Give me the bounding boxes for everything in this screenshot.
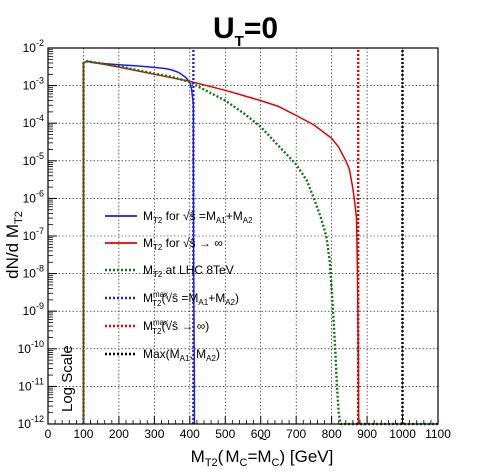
x-tick-label: 800 bbox=[322, 427, 342, 441]
legend-label-3: MT2 at LHC 8TeV bbox=[143, 263, 234, 279]
legend: MT2 for √ŝ =MA1+MA2 MT2 for √ŝ → ∞ MT2 a… bbox=[105, 209, 253, 363]
data-series bbox=[82, 48, 438, 426]
x-tick-label: 700 bbox=[286, 427, 306, 441]
x-tick-label: 1000 bbox=[389, 427, 416, 441]
legend-label-4: Mmax T2(√ŝ =MA1+MA2) bbox=[143, 290, 239, 308]
y-tick-label: 10-6 bbox=[23, 188, 44, 205]
y-tick-label: 10-9 bbox=[23, 301, 44, 318]
y-tick-label: 10-5 bbox=[23, 151, 44, 168]
y-tick-label: 10-11 bbox=[18, 376, 44, 393]
grid-lines bbox=[48, 48, 438, 424]
x-tick-labels: 0 100 200 300 400 500 600 700 800 900 1000 1100 bbox=[45, 427, 452, 441]
legend-label-5: Mmax T2(√ŝ → ∞) bbox=[143, 318, 209, 336]
y-tick-labels: 10-2 10-3 10-4 10-5 10-6 10-7 10-8 10-9 10-10 10-… bbox=[18, 38, 44, 431]
legend-label-6: Max(MA1, MA2) bbox=[143, 347, 220, 363]
x-tick-label: 900 bbox=[357, 427, 377, 441]
y-tick-label: 10-4 bbox=[23, 113, 44, 130]
y-tick-label: 10-12 bbox=[18, 414, 44, 431]
x-tick-label: 400 bbox=[180, 427, 200, 441]
legend-label-1: MT2 for √ŝ =MA1+MA2 bbox=[143, 209, 253, 225]
y-tick-label: 10-10 bbox=[18, 339, 44, 356]
chart-title: UT=0 bbox=[213, 12, 278, 50]
tilde-mark: ~ bbox=[259, 431, 267, 447]
y-tick-label: 10-8 bbox=[23, 264, 44, 281]
y-axis-label: dN/d MT2 bbox=[3, 211, 25, 279]
plot-frame bbox=[47, 47, 439, 425]
x-tick-label: 500 bbox=[215, 427, 235, 441]
x-tick-label: 100 bbox=[73, 427, 93, 441]
x-tick-label: 600 bbox=[251, 427, 271, 441]
y-tick-label: 10-3 bbox=[23, 76, 44, 93]
y-tick-label: 10-7 bbox=[23, 226, 44, 243]
x-tick-label: 200 bbox=[109, 427, 129, 441]
log-scale-annotation: Log Scale bbox=[59, 345, 76, 412]
legend-label-2: MT2 for √ŝ → ∞ bbox=[143, 236, 223, 252]
x-tick-label: 300 bbox=[144, 427, 164, 441]
x-tick-label: 1100 bbox=[425, 427, 451, 441]
axis-ticks bbox=[47, 47, 439, 425]
x-axis-label: MT2(MC=MC) [GeV] bbox=[191, 447, 334, 469]
x-tick-label: 0 bbox=[45, 427, 52, 441]
y-tick-label: 10-2 bbox=[23, 38, 44, 55]
